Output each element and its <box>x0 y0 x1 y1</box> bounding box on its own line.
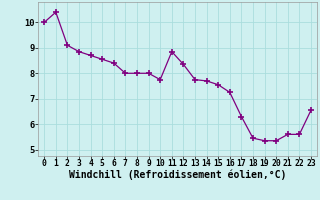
X-axis label: Windchill (Refroidissement éolien,°C): Windchill (Refroidissement éolien,°C) <box>69 170 286 180</box>
